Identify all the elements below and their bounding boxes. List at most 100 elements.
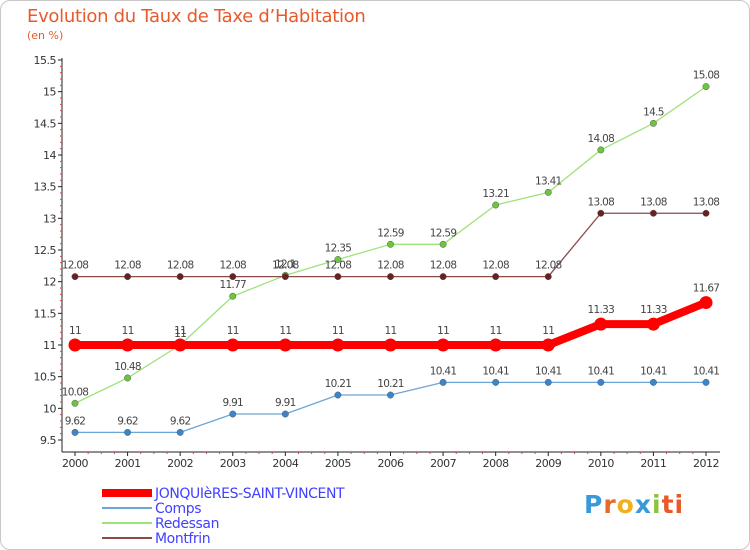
data-point <box>124 273 132 281</box>
data-point <box>699 296 713 310</box>
data-point <box>229 292 237 300</box>
y-tick-label: 14.5 <box>34 117 57 130</box>
data-label: 15.08 <box>693 70 720 82</box>
data-labels: 9.62 9.62 9.62 9.91 9.91 10.21 10.21 10.41 10.41… <box>62 70 720 428</box>
data-point <box>436 338 450 352</box>
data-point <box>649 119 657 127</box>
data-point <box>597 146 605 154</box>
legend-label: Montfrin <box>155 531 210 547</box>
data-point <box>71 428 79 436</box>
data-label: 11 <box>227 325 239 337</box>
data-point <box>173 338 187 352</box>
data-point <box>281 410 289 418</box>
axes: 9.5 10 10.5 11 11.5 12 12.5 13 13.5 14 14.5 15 15.5 2… <box>34 54 720 470</box>
data-point <box>544 188 552 196</box>
chart-title: Evolution du Taux de Taxe d’Habitation <box>27 6 366 27</box>
data-label: 11 <box>279 325 291 337</box>
data-label: 11 <box>385 325 397 337</box>
data-label: 12.08 <box>325 260 352 272</box>
y-tick-label: 13.5 <box>34 181 57 194</box>
series-lines <box>68 83 713 436</box>
x-tick-label: 2002 <box>167 457 193 470</box>
data-point <box>331 338 345 352</box>
data-point <box>597 378 605 386</box>
data-point <box>492 378 500 386</box>
data-label: 10.08 <box>62 386 89 398</box>
y-tick-label: 15.5 <box>34 54 57 67</box>
data-label: 9.62 <box>170 415 191 427</box>
data-point <box>492 201 500 209</box>
data-label: 11 <box>542 325 554 337</box>
data-label: 12.08 <box>535 260 562 272</box>
y-tick-label: 12 <box>43 276 56 289</box>
data-label: 12.08 <box>62 260 89 272</box>
data-point <box>649 378 657 386</box>
data-label: 9.62 <box>65 415 86 427</box>
data-label: 14.08 <box>588 133 615 145</box>
data-label: 12.1 <box>275 258 296 270</box>
data-point <box>646 317 660 331</box>
data-point <box>176 428 184 436</box>
data-point <box>439 240 447 248</box>
data-label: 11 <box>437 325 449 337</box>
y-tick-label: 11 <box>43 339 56 352</box>
data-label: 10.21 <box>377 378 404 390</box>
x-tick-label: 2009 <box>535 457 561 470</box>
data-point <box>594 317 608 331</box>
data-point <box>229 273 237 281</box>
chart-subtitle: (en %) <box>27 29 64 42</box>
data-point <box>124 374 132 382</box>
data-label: 12.59 <box>430 227 457 239</box>
y-tick-label: 10 <box>43 402 56 415</box>
data-label: 10.41 <box>640 365 667 377</box>
data-label: 12.08 <box>114 260 141 272</box>
data-label: 9.91 <box>222 397 243 409</box>
proxiti-logo: Proxiti <box>584 490 685 519</box>
legend-label: Comps <box>155 501 201 517</box>
data-label: 14.5 <box>643 106 664 118</box>
x-tick-label: 2001 <box>115 457 141 470</box>
data-label: 13.08 <box>588 196 615 208</box>
data-point <box>439 273 447 281</box>
data-label: 11 <box>69 325 81 337</box>
data-label: 11.33 <box>640 304 667 316</box>
data-point <box>121 338 135 352</box>
y-tick-label: 9.5 <box>40 434 56 447</box>
data-point <box>71 399 79 407</box>
data-point <box>334 256 342 263</box>
data-point <box>281 273 289 281</box>
data-label: 11 <box>490 325 502 337</box>
data-label: 11.33 <box>588 304 615 316</box>
x-tick-label: 2006 <box>378 457 404 470</box>
x-tick-label: 2011 <box>640 457 666 470</box>
data-label: 13.21 <box>482 188 509 200</box>
data-label: 11 <box>332 325 344 337</box>
data-point <box>278 338 292 352</box>
data-label: 12.59 <box>377 227 404 239</box>
y-tick-label: 14 <box>43 149 56 162</box>
data-point <box>229 410 237 418</box>
data-point <box>176 273 184 281</box>
data-point <box>597 209 605 217</box>
data-label: 11 <box>122 325 134 337</box>
data-point <box>492 273 500 281</box>
x-tick-label: 2007 <box>430 457 456 470</box>
data-point <box>226 338 240 352</box>
data-label: 12.08 <box>167 260 194 272</box>
y-tick-label: 15 <box>43 86 56 99</box>
data-point <box>334 273 342 281</box>
data-point <box>439 378 447 386</box>
y-tick-label: 12.5 <box>34 244 57 257</box>
legend-label: JONQUIèRES-SAINT-VINCENT <box>154 486 345 502</box>
data-label: 12.35 <box>325 243 352 255</box>
x-tick-label: 2008 <box>483 457 509 470</box>
x-tick-label: 2010 <box>588 457 614 470</box>
data-label: 13.08 <box>640 196 667 208</box>
x-tick-label: 2003 <box>220 457 246 470</box>
legend: JONQUIèRES-SAINT-VINCENTCompsRedessanMon… <box>102 486 345 547</box>
data-label: 11.67 <box>693 283 720 295</box>
data-label: 10.41 <box>693 365 720 377</box>
data-label: 10.41 <box>535 365 562 377</box>
data-label: 11 <box>174 325 186 337</box>
data-point <box>702 209 710 217</box>
